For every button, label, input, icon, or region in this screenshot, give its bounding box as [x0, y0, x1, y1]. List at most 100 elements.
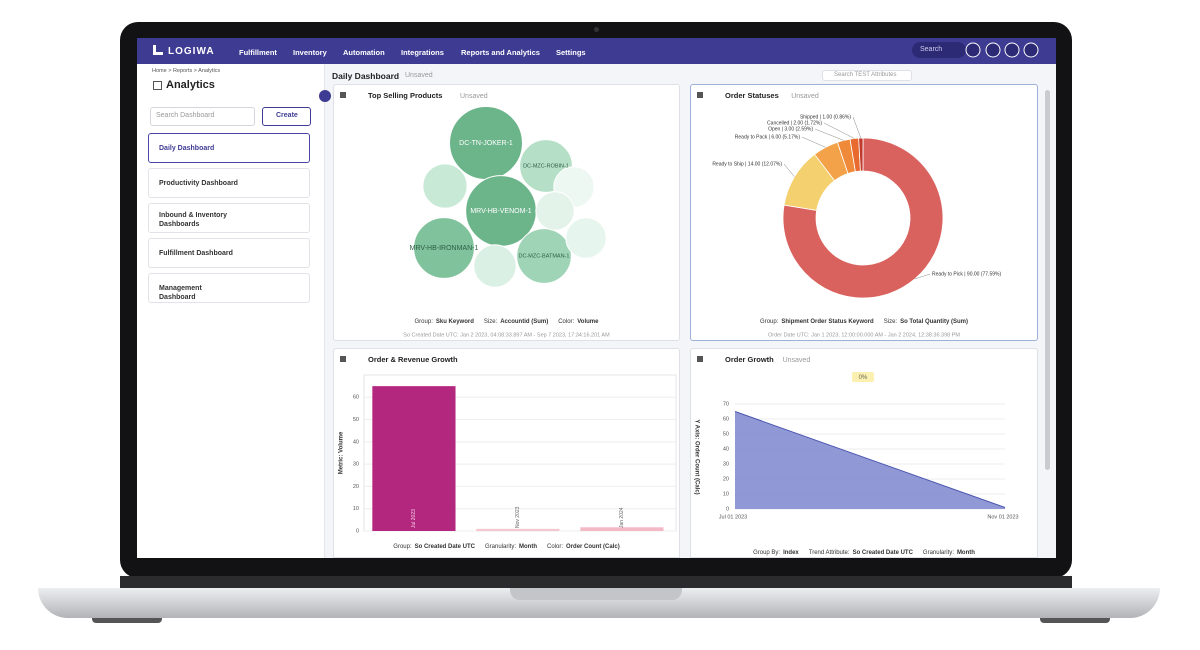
laptop-hinge	[120, 576, 1072, 589]
badge	[852, 372, 874, 382]
attribute-search[interactable]	[822, 70, 912, 81]
nav-icon	[985, 42, 1001, 58]
bubble	[516, 228, 572, 284]
search-label: Search	[920, 46, 943, 53]
footer-label: Color:	[547, 544, 563, 550]
create-label: Create	[276, 112, 298, 119]
footer-value: Index	[783, 550, 799, 556]
slice-label: Shipped | 1.00 (0.86%)	[800, 114, 851, 120]
bubble	[413, 217, 475, 279]
y-tick-label: 50	[353, 417, 359, 423]
widget-footer: Group: Shipment Order Status Keyword Size:…	[760, 319, 968, 325]
bubble	[535, 191, 575, 231]
leader-line	[801, 136, 826, 148]
leader-line	[783, 163, 795, 177]
dashboard-item[interactable]	[148, 238, 310, 268]
scrollbar[interactable]	[1045, 90, 1050, 470]
analytics-icon	[153, 81, 162, 90]
donut-slice	[858, 137, 864, 172]
bar-category: Jul 2023	[411, 509, 417, 528]
bubble-label: MRV-HB-VENOM-1	[470, 208, 531, 215]
laptop-foot	[92, 618, 162, 623]
footer-label: Color:	[558, 319, 574, 325]
footer-value: Accountid (Sum)	[500, 319, 548, 325]
collapse-button[interactable]	[319, 90, 331, 102]
widget-title: Order Statuses	[725, 91, 779, 100]
footer-label: Group:	[415, 319, 434, 325]
footer-value: So Created Date UTC	[415, 544, 476, 550]
footer-value: Volume	[577, 319, 599, 325]
breadcrumb: Home > Reports > Analytics	[152, 68, 221, 74]
widget-status: Unsaved	[460, 93, 488, 100]
y-tick-label: 60	[723, 416, 729, 422]
y-tick-label: 0	[726, 506, 729, 512]
widget-footer: Group: So Created Date UTC Granularity: Mon…	[393, 544, 619, 550]
dashboard-name[interactable]: Inbound & Inventory Dashboards	[159, 212, 228, 228]
footer-label: Granularity:	[923, 550, 954, 556]
bubble	[565, 217, 607, 259]
widget-title: Top Selling Products	[368, 91, 442, 100]
attribute-placeholder: Search TEST Attributes	[834, 72, 897, 78]
search-placeholder: Search Dashboard	[156, 112, 215, 119]
widget-footer: Group By: Index Trend Attribute: So Created…	[753, 550, 975, 556]
footer-value: Shipment Order Status Keyword	[781, 319, 874, 325]
widget-status: Unsaved	[791, 93, 819, 100]
bubble-label: DC-TN-JOKER-1	[459, 140, 513, 147]
bar	[372, 386, 456, 531]
dashboard-name[interactable]: Management Dashboard	[159, 285, 202, 301]
footer-label: Trend Attribute:	[809, 550, 850, 556]
y-tick-label: 30	[723, 461, 729, 467]
bar-category: Jan 2024	[619, 507, 625, 528]
footer-label: Granularity:	[485, 544, 516, 550]
nav-item[interactable]: Automation	[343, 48, 385, 57]
y-axis-label: Y Axis: Order Count (Calc)	[693, 419, 699, 494]
area-line	[734, 411, 1006, 508]
logo-icon	[153, 45, 163, 55]
dashboard-name[interactable]: Productivity Dashboard	[159, 180, 238, 187]
y-tick-label: 30	[353, 462, 359, 468]
dashboard-item[interactable]	[148, 203, 310, 233]
dashboard-item[interactable]	[148, 133, 310, 163]
y-tick-label: 10	[723, 491, 729, 497]
bar	[476, 528, 560, 531]
leader-line	[914, 273, 931, 280]
laptop-notch	[510, 588, 682, 600]
y-tick-label: 20	[353, 484, 359, 490]
bubble-label: DC-MZC-ROBIN-1	[523, 163, 569, 169]
y-axis-label: Metric: Volume	[339, 431, 345, 474]
slice-label: Cancelled | 2.00 (1.72%)	[767, 120, 822, 126]
leader-line	[852, 116, 862, 139]
filter-icon	[697, 92, 703, 98]
filter-icon	[340, 92, 346, 98]
y-tick-label: 40	[353, 439, 359, 445]
nav-item[interactable]: Fulfillment	[239, 48, 277, 57]
footer-value: Month	[957, 550, 975, 556]
nav-icon	[1004, 42, 1020, 58]
nav-item[interactable]: Inventory	[293, 48, 327, 57]
search-dashboard[interactable]	[150, 107, 255, 126]
y-tick-label: 70	[723, 401, 729, 407]
search-box[interactable]	[912, 42, 966, 58]
y-tick-label: 0	[356, 528, 359, 534]
footer-value: So Total Quantity (Sum)	[900, 319, 968, 325]
x-tick-label: Jul 01 2023	[719, 514, 747, 520]
filter-icon	[340, 356, 346, 362]
dashboard-name[interactable]: Fulfillment Dashboard	[159, 250, 233, 257]
navbar	[137, 38, 1056, 64]
y-tick-label: 10	[353, 506, 359, 512]
dashboard-item[interactable]	[148, 168, 310, 198]
nav-item[interactable]: Settings	[556, 48, 586, 57]
y-tick-label: 20	[723, 476, 729, 482]
slice-label: Open | 3.00 (2.59%)	[768, 126, 813, 132]
dashboard-name[interactable]: Daily Dashboard	[159, 145, 215, 152]
dashboard-item[interactable]	[148, 273, 310, 303]
widget-title: Order Growth	[725, 355, 774, 364]
nav-item[interactable]: Integrations	[401, 48, 444, 57]
create-button[interactable]	[262, 107, 311, 126]
bubble-label: MRV-HB-IRONMAN-1	[410, 245, 479, 252]
page-title: Daily Dashboard	[332, 71, 400, 81]
bar-category: Nov 2023	[515, 506, 521, 528]
nav-item[interactable]: Reports and Analytics	[461, 48, 540, 57]
slice-label: Ready to Pick | 90.00 (77.59%)	[932, 271, 1001, 277]
